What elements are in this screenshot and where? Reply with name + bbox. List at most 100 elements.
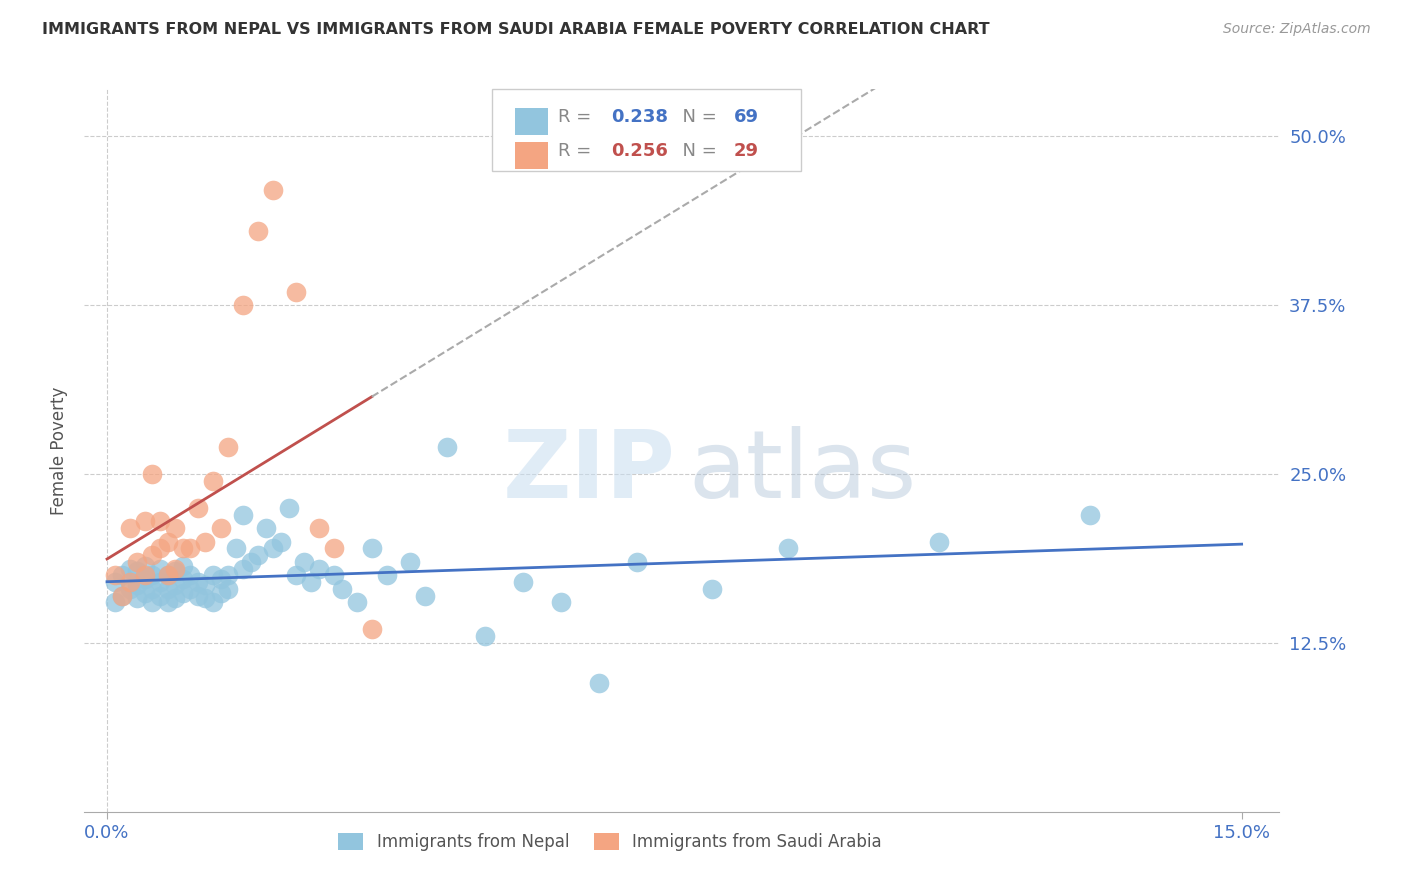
Point — [209, 586, 232, 600]
Point — [194, 534, 217, 549]
Point — [134, 568, 156, 582]
Point — [165, 591, 187, 606]
Point — [111, 589, 134, 603]
Point — [127, 578, 149, 592]
Point — [111, 568, 134, 582]
Point — [156, 568, 179, 582]
Point — [118, 521, 141, 535]
Point — [201, 568, 224, 582]
Text: R =: R = — [558, 108, 598, 126]
Point — [285, 568, 308, 582]
Point — [187, 589, 209, 603]
Point — [134, 514, 156, 528]
Point — [217, 440, 239, 454]
Point — [254, 521, 277, 535]
Text: IMMIGRANTS FROM NEPAL VS IMMIGRANTS FROM SAUDI ARABIA FEMALE POVERTY CORRELATION: IMMIGRANTS FROM NEPAL VS IMMIGRANTS FROM… — [42, 22, 990, 37]
Point — [118, 582, 141, 596]
Text: Source: ZipAtlas.com: Source: ZipAtlas.com — [1223, 22, 1371, 37]
Point — [134, 586, 156, 600]
Point — [187, 575, 209, 590]
Point — [118, 575, 141, 590]
Point — [127, 555, 149, 569]
Point — [141, 467, 163, 481]
Point — [104, 575, 127, 590]
Point — [262, 541, 284, 556]
Point — [232, 561, 254, 575]
Point — [118, 561, 141, 575]
Point — [346, 595, 368, 609]
Point — [247, 224, 270, 238]
Point — [156, 582, 179, 596]
Point — [165, 578, 187, 592]
Point — [217, 568, 239, 582]
Point — [172, 541, 194, 556]
Point — [141, 582, 163, 596]
Point — [134, 558, 156, 573]
Point — [776, 541, 799, 556]
Point — [239, 555, 262, 569]
Text: 0.238: 0.238 — [612, 108, 669, 126]
Point — [217, 582, 239, 596]
Point — [179, 568, 201, 582]
Text: 69: 69 — [734, 108, 759, 126]
Text: R =: R = — [558, 142, 598, 160]
Point — [156, 595, 179, 609]
Text: 0.256: 0.256 — [612, 142, 668, 160]
Point — [247, 548, 270, 562]
Point — [285, 285, 308, 299]
Point — [127, 591, 149, 606]
Point — [194, 591, 217, 606]
Point — [149, 589, 172, 603]
Point — [323, 568, 346, 582]
Point — [179, 582, 201, 596]
Point — [165, 561, 187, 575]
Point — [308, 521, 330, 535]
Text: ZIP: ZIP — [503, 426, 676, 518]
Point — [702, 582, 724, 596]
Point — [149, 561, 172, 575]
Point — [360, 623, 382, 637]
Point — [413, 589, 436, 603]
Point — [323, 541, 346, 556]
Point — [201, 474, 224, 488]
Point — [104, 595, 127, 609]
Point — [149, 541, 172, 556]
Point — [209, 521, 232, 535]
Point — [277, 500, 299, 515]
Point — [141, 595, 163, 609]
Point — [225, 541, 247, 556]
Point — [474, 629, 496, 643]
Text: 29: 29 — [734, 142, 759, 160]
Point — [626, 555, 648, 569]
Point — [928, 534, 950, 549]
Point — [262, 184, 284, 198]
Point — [201, 595, 224, 609]
Point — [149, 575, 172, 590]
Point — [172, 586, 194, 600]
Point — [360, 541, 382, 556]
Legend: Immigrants from Nepal, Immigrants from Saudi Arabia: Immigrants from Nepal, Immigrants from S… — [332, 826, 889, 857]
Text: atlas: atlas — [688, 426, 917, 518]
Point — [512, 575, 534, 590]
Point — [436, 440, 458, 454]
Point — [194, 578, 217, 592]
Point — [172, 558, 194, 573]
Point — [292, 555, 315, 569]
Point — [165, 565, 187, 579]
Point — [375, 568, 398, 582]
Point — [187, 500, 209, 515]
Point — [179, 541, 201, 556]
Point — [232, 298, 254, 312]
Point — [209, 573, 232, 587]
Point — [156, 534, 179, 549]
Point — [156, 568, 179, 582]
Point — [149, 514, 172, 528]
Y-axis label: Female Poverty: Female Poverty — [49, 386, 67, 515]
Point — [134, 573, 156, 587]
Point — [270, 534, 292, 549]
Text: N =: N = — [671, 108, 723, 126]
Point — [104, 568, 127, 582]
Point — [141, 568, 163, 582]
Point — [165, 521, 187, 535]
Text: N =: N = — [671, 142, 723, 160]
